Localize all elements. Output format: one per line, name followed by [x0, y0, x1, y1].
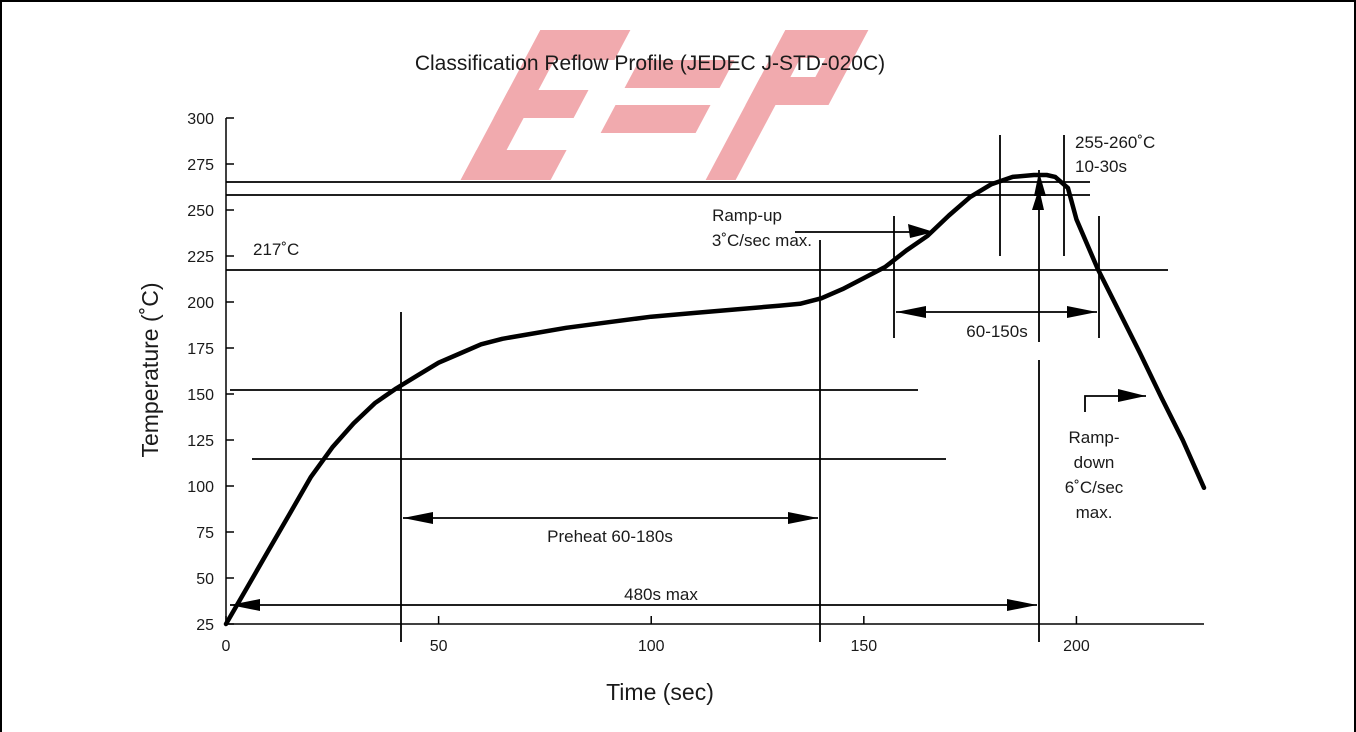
y-tick-label: 125 [187, 433, 214, 450]
series-points [225, 174, 1205, 625]
series-point [565, 326, 567, 329]
series-point [1160, 396, 1163, 399]
annotation-ramp-down-4: max. [1076, 503, 1113, 522]
series-point [969, 196, 971, 198]
watermark-logo [460, 30, 869, 180]
series-point [1033, 174, 1035, 176]
series-point [926, 234, 929, 237]
series-point [1181, 439, 1184, 441]
annotation-ramp-down-3: 6˚C/sec [1065, 478, 1124, 497]
y-tick-label: 75 [196, 525, 214, 542]
series-point [650, 315, 653, 318]
series-point [416, 374, 419, 377]
series-point [331, 446, 334, 449]
series-point [1045, 174, 1048, 176]
x-ticks: 0 50 100 150 200 [222, 616, 1090, 655]
series-point [246, 586, 249, 588]
series-point [1075, 218, 1078, 220]
annotation-preheat: Preheat 60-180s [547, 527, 673, 546]
series-point [225, 623, 227, 625]
x-tick-label: 0 [222, 638, 231, 655]
y-tick-label: 50 [196, 571, 214, 588]
y-axis-label: Temperature (˚C) [137, 282, 163, 457]
series-point [522, 334, 525, 336]
series-point [352, 422, 355, 425]
series-point [1067, 187, 1069, 189]
x-tick-label: 50 [430, 638, 448, 655]
series-point [267, 549, 270, 552]
chart-title: Classification Reflow Profile (JEDEC J-S… [415, 52, 885, 75]
series-point [480, 343, 482, 346]
annotation-peak-time: 10-30s [1075, 157, 1127, 176]
series-point [288, 512, 291, 515]
annotation-peak-temp: 255-260˚C [1075, 133, 1155, 152]
y-tick-label: 250 [187, 203, 214, 220]
x-tick-label: 100 [638, 638, 665, 655]
series-point [1054, 176, 1056, 178]
series-point [310, 476, 312, 478]
x-tick-label: 150 [850, 638, 877, 655]
series-point [735, 308, 738, 311]
arrowheads [230, 172, 1146, 611]
ramp-down-leader [1084, 395, 1146, 412]
annotation-ramp-down-1: Ramp- [1068, 428, 1119, 447]
y-tick-label: 200 [187, 295, 214, 312]
annotation-total-time: 480s max [624, 585, 698, 604]
x-axis-label: Time (sec) [606, 679, 714, 705]
series-point [1096, 268, 1099, 270]
y-tick-label: 150 [187, 387, 214, 404]
series-point [395, 387, 397, 390]
y-tick-label: 175 [187, 341, 214, 358]
series-point [820, 297, 823, 300]
y-tick-label: 225 [187, 249, 214, 266]
y-tick-label: 25 [196, 617, 214, 634]
series-point [1139, 352, 1142, 355]
series-point [948, 214, 950, 217]
series-point [374, 402, 376, 405]
series-point [990, 183, 993, 186]
annotation-ramp-up-rate: 3˚C/sec max. [712, 231, 812, 250]
series-point [692, 312, 695, 314]
y-tick-label: 100 [187, 479, 214, 496]
y-ticks: 300 275 250 225 200 175 150 125 100 75 50 25 [187, 111, 234, 634]
series-point [884, 266, 886, 268]
series-point [607, 321, 610, 324]
y-tick-label: 300 [187, 111, 214, 128]
annotation-above-liquidus: 60-150s [966, 322, 1027, 341]
series-point [905, 249, 908, 252]
x-tick-label: 200 [1063, 638, 1090, 655]
annotation-ramp-down-2: down [1074, 453, 1115, 472]
y-tick-label: 275 [187, 157, 214, 174]
series-point [863, 277, 865, 279]
series-point [437, 361, 440, 364]
series-point [841, 288, 844, 290]
series-point [459, 352, 461, 355]
series-point [1118, 310, 1120, 313]
annotation-ramp-up: Ramp-up [712, 206, 782, 225]
series-point [1011, 176, 1014, 178]
annotation-217c: 217˚C [253, 240, 299, 259]
series-point [799, 303, 801, 305]
series-point [501, 338, 504, 340]
series-point [1203, 487, 1205, 489]
series-point [777, 304, 780, 307]
